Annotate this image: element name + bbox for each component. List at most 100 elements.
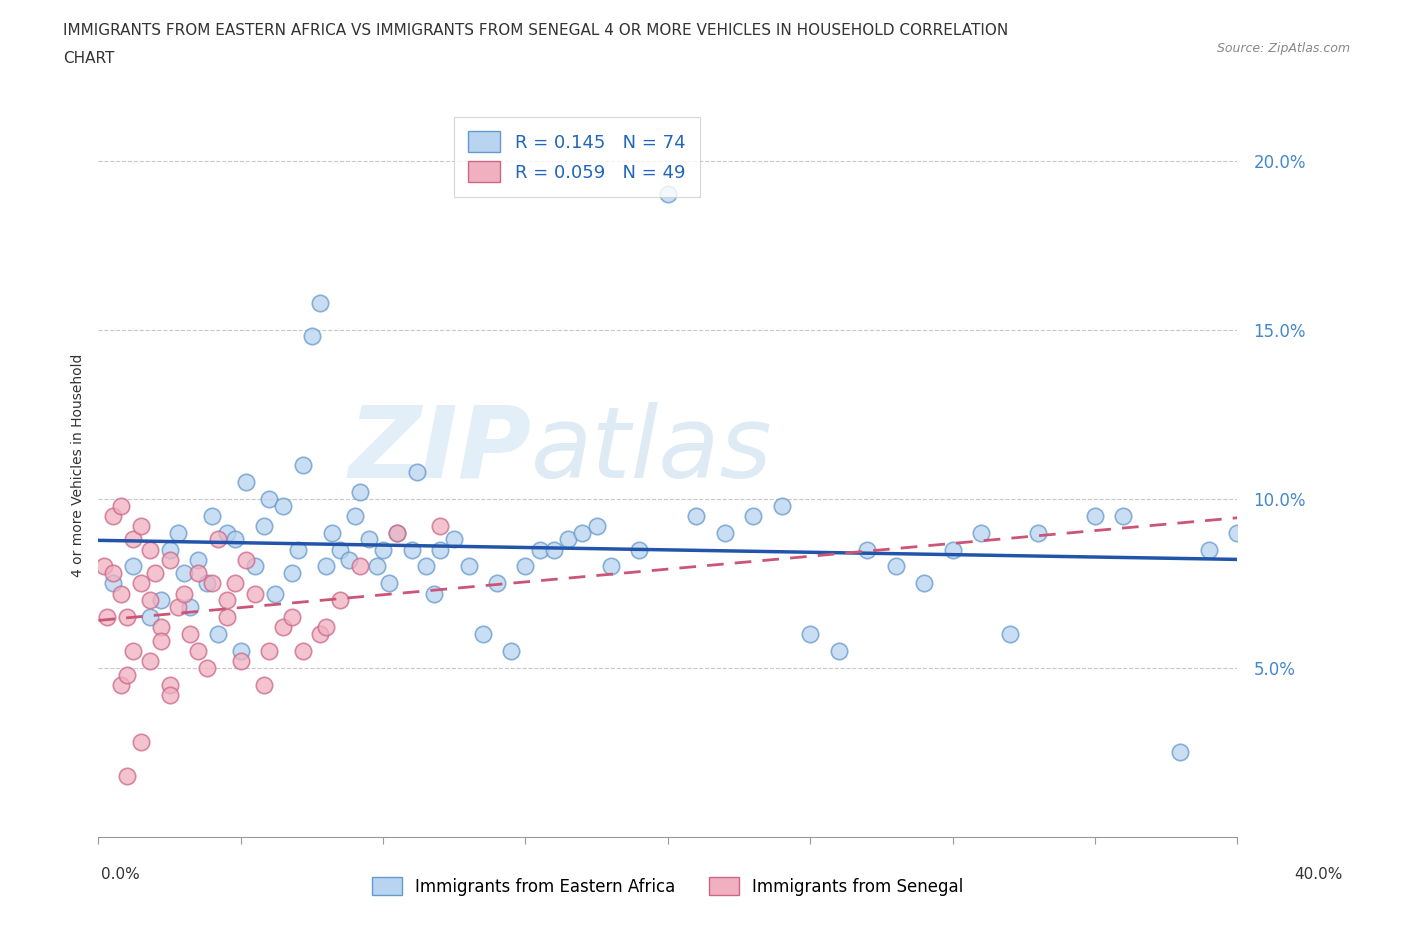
Point (224, 532, 246, 547)
Point (1198, 542, 1220, 557)
Text: Source: ZipAtlas.com: Source: ZipAtlas.com (1216, 42, 1350, 55)
Point (443, 532, 465, 547)
Point (515, 559, 537, 574)
Point (1026, 525, 1049, 540)
Y-axis label: 4 or more Vehicles in Household: 4 or more Vehicles in Household (70, 353, 84, 577)
Point (714, 525, 737, 540)
Point (423, 586, 446, 601)
Point (287, 542, 309, 557)
Point (187, 644, 209, 658)
Point (243, 586, 266, 601)
Point (770, 498, 793, 513)
Point (457, 559, 479, 574)
Point (349, 559, 371, 574)
Point (201, 509, 224, 524)
Point (315, 620, 337, 635)
Point (486, 576, 509, 591)
Point (600, 559, 623, 574)
Point (856, 542, 879, 557)
Point (685, 509, 707, 524)
Point (557, 532, 579, 547)
Point (884, 559, 907, 574)
Point (471, 627, 494, 642)
Point (110, 677, 132, 692)
Point (138, 592, 160, 607)
Point (337, 552, 360, 567)
Point (167, 525, 190, 540)
Point (235, 474, 257, 489)
Point (828, 644, 851, 658)
Point (101, 565, 124, 580)
Point (273, 498, 295, 513)
Point (121, 559, 143, 574)
Point (179, 600, 201, 615)
Point (501, 644, 523, 658)
Point (543, 542, 565, 557)
Point (273, 620, 295, 635)
Point (321, 525, 343, 540)
Point (150, 633, 173, 648)
Point (429, 542, 451, 557)
Point (309, 295, 332, 310)
Point (912, 576, 935, 591)
Point (207, 532, 229, 547)
Point (138, 542, 160, 557)
Point (387, 525, 409, 540)
Point (115, 667, 138, 682)
Point (129, 576, 152, 591)
Point (167, 600, 190, 615)
Point (229, 644, 252, 658)
Point (252, 518, 274, 533)
Point (195, 576, 218, 591)
Point (110, 498, 132, 513)
Point (150, 592, 173, 607)
Text: ZIP: ZIP (349, 402, 531, 498)
Point (215, 592, 238, 607)
Point (115, 610, 138, 625)
Point (159, 677, 181, 692)
Point (187, 552, 209, 567)
Point (329, 542, 352, 557)
Point (1226, 525, 1249, 540)
Point (970, 525, 993, 540)
Point (96, 610, 118, 625)
Point (349, 485, 371, 499)
Point (529, 542, 551, 557)
Point (942, 542, 965, 557)
Point (259, 644, 281, 658)
Point (201, 576, 224, 591)
Point (315, 559, 337, 574)
Point (187, 565, 209, 580)
Point (343, 509, 366, 524)
Legend: R = 0.145   N = 74, R = 0.059   N = 49: R = 0.145 N = 74, R = 0.059 N = 49 (454, 117, 700, 196)
Point (387, 525, 409, 540)
Point (110, 586, 132, 601)
Point (207, 627, 229, 642)
Point (1170, 745, 1192, 760)
Text: IMMIGRANTS FROM EASTERN AFRICA VS IMMIGRANTS FROM SENEGAL 4 OR MORE VEHICLES IN : IMMIGRANTS FROM EASTERN AFRICA VS IMMIGR… (63, 23, 1008, 38)
Point (1084, 509, 1107, 524)
Point (179, 627, 201, 642)
Point (159, 552, 181, 567)
Point (159, 687, 181, 702)
Point (129, 735, 152, 750)
Point (401, 542, 423, 557)
Point (585, 518, 607, 533)
Point (357, 532, 380, 547)
Point (799, 627, 821, 642)
Point (309, 627, 332, 642)
Point (159, 542, 181, 557)
Point (292, 644, 315, 658)
Point (378, 576, 401, 591)
Point (1112, 509, 1135, 524)
Point (121, 644, 143, 658)
Point (101, 576, 124, 591)
Point (215, 525, 238, 540)
Point (571, 525, 593, 540)
Point (173, 565, 195, 580)
Point (173, 586, 195, 601)
Point (235, 552, 257, 567)
Point (215, 610, 238, 625)
Point (150, 620, 173, 635)
Point (329, 592, 352, 607)
